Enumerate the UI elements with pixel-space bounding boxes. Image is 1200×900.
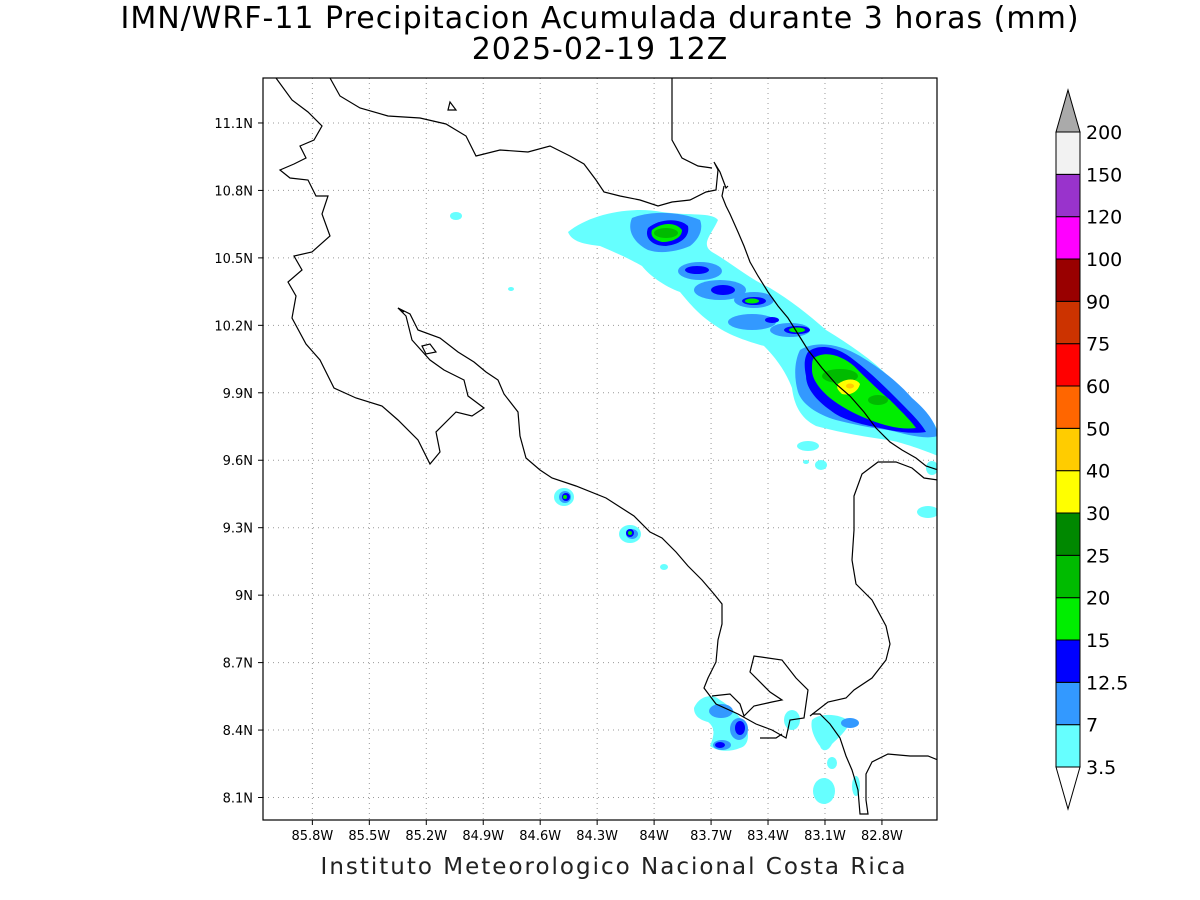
lon-tick-label: 84W [639, 829, 669, 844]
latitude-axis: 11.1N 10.8N 10.5N 10.2N 9.9N 9.6N 9.3N 9N 8.7N 8.… [214, 117, 263, 807]
lon-tick-label: 85.2W [405, 829, 447, 844]
colorbar-box [1055, 512, 1081, 556]
precip-band-3.5 [450, 210, 937, 804]
colorbar-label: 60 [1086, 376, 1110, 398]
colorbar-label: 90 [1086, 291, 1110, 313]
colorbar-box [1055, 216, 1081, 260]
map-footer: Instituto Meteorologico Nacional Costa R… [320, 854, 908, 880]
colorbar-label: 75 [1086, 334, 1110, 356]
lon-tick-label: 84.9W [462, 829, 504, 844]
lon-tick-label: 82.8W [861, 829, 903, 844]
colorbar-label: 120 [1086, 207, 1122, 229]
colorbar-label: 7 [1086, 715, 1098, 737]
colorbar-under-triangle [1055, 766, 1081, 811]
map-frame [262, 77, 938, 821]
colorbar-box [1055, 131, 1081, 175]
lat-tick-label: 8.4N [223, 724, 253, 739]
colorbar-label: 100 [1086, 249, 1122, 271]
precip-band-40 [846, 383, 854, 389]
lon-tick-label: 83.1W [804, 829, 846, 844]
colorbar-box [1055, 554, 1081, 599]
colorbar-over-triangle [1055, 88, 1081, 133]
colorbar-label: 3.5 [1086, 757, 1116, 779]
lat-tick-label: 8.1N [223, 792, 253, 807]
colorbar-label: 50 [1086, 418, 1110, 440]
lat-tick-label: 10.5N [214, 252, 253, 267]
map-content [275, 78, 937, 815]
colorbar-label: 30 [1086, 503, 1110, 525]
lon-tick-label: 85.5W [348, 829, 390, 844]
colorbar-box [1055, 597, 1081, 641]
lon-tick-label: 84.6W [519, 829, 561, 844]
map-subtitle: 2025-02-19 12Z [471, 32, 729, 67]
longitude-axis: 85.8W 85.5W 85.2W 84.9W 84.6W 84.3W 84W 83.7W 83… [291, 820, 903, 844]
colorbar-box [1055, 385, 1081, 429]
colorbar-label: 200 [1086, 122, 1122, 144]
lon-tick-label: 84.3W [576, 829, 618, 844]
lon-tick-label: 83.4W [747, 829, 789, 844]
lat-tick-label: 10.2N [214, 319, 253, 334]
precip-band-7 [559, 212, 937, 750]
lat-tick-label: 10.8N [214, 184, 253, 199]
colorbar-box [1055, 639, 1081, 683]
map-grid [263, 78, 937, 820]
lat-tick-label: 9N [235, 589, 253, 604]
colorbar-label: 15 [1086, 630, 1110, 652]
lon-tick-label: 85.8W [291, 829, 333, 844]
colorbar-box [1055, 724, 1081, 768]
lon-tick-label: 83.7W [690, 829, 732, 844]
lat-tick-label: 9.6N [223, 454, 253, 469]
colorbar-label: 40 [1086, 461, 1110, 483]
colorbar-label: 150 [1086, 164, 1122, 186]
colorbar-label: 25 [1086, 545, 1110, 567]
lat-tick-label: 9.9N [223, 387, 253, 402]
coastlines [275, 78, 937, 815]
colorbar-label: 20 [1086, 588, 1110, 610]
precipitation-colorbar: 3.5 7 12.5 15 20 25 30 40 50 60 75 90 100 120 150 200 [1055, 88, 1128, 811]
lat-tick-label: 9.3N [223, 522, 253, 537]
colorbar-box [1055, 343, 1081, 387]
colorbar-box [1055, 173, 1081, 218]
map-title: IMN/WRF-11 Precipitacion Acumulada duran… [120, 1, 1080, 36]
colorbar-box [1055, 258, 1081, 302]
precip-band-20 [654, 228, 888, 405]
colorbar-box [1055, 681, 1081, 726]
colorbar-box [1055, 470, 1081, 514]
lat-tick-label: 8.7N [223, 657, 253, 672]
colorbar-label: 12.5 [1086, 672, 1128, 694]
colorbar-box [1055, 300, 1081, 345]
colorbar-box [1055, 427, 1081, 472]
precip-band-12.5 [562, 220, 926, 748]
lat-tick-label: 11.1N [214, 117, 253, 132]
